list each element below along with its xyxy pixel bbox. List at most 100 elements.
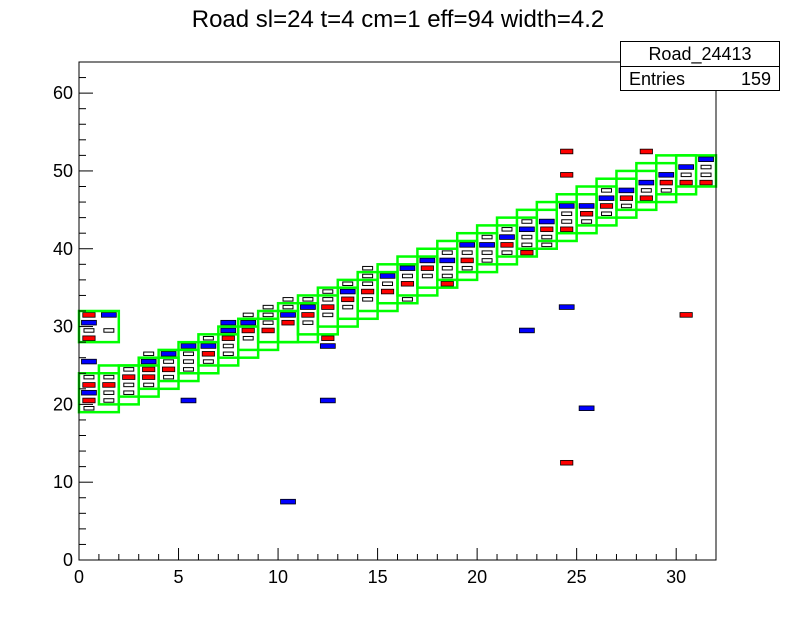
heatmap-bin-108 bbox=[519, 327, 535, 334]
y-tick-label-30: 30 bbox=[53, 317, 73, 337]
heatmap-bin-55 bbox=[280, 498, 296, 505]
heatmap-bin-96 bbox=[481, 250, 493, 255]
heatmap-bin-87 bbox=[441, 273, 453, 279]
heatmap-bin-17 bbox=[123, 382, 135, 388]
x-tick-label-15: 15 bbox=[368, 567, 388, 587]
heatmap-bin-136 bbox=[660, 188, 672, 193]
heatmap-bin-81 bbox=[401, 273, 413, 279]
heatmap-bin-42 bbox=[220, 319, 237, 326]
heatmap-bin-77 bbox=[382, 281, 394, 287]
heatmap-bin-52 bbox=[280, 312, 296, 318]
heatmap-bin-132 bbox=[639, 195, 653, 201]
heatmap-bin-110 bbox=[541, 234, 553, 240]
heatmap-bin-40 bbox=[221, 335, 235, 341]
y-tick-label-10: 10 bbox=[53, 472, 73, 492]
heatmap-bin-112 bbox=[538, 218, 555, 225]
heatmap-bin-85 bbox=[419, 257, 436, 264]
heatmap-bin-11 bbox=[103, 390, 115, 395]
heatmap-bin-119 bbox=[558, 304, 575, 310]
heatmap-bin-79 bbox=[401, 297, 413, 302]
heatmap-bin-22 bbox=[142, 366, 156, 373]
heatmap-bin-51 bbox=[281, 319, 295, 326]
heatmap-bin-72 bbox=[361, 288, 375, 295]
heatmap-bin-1 bbox=[82, 397, 96, 404]
heatmap-bin-127 bbox=[598, 195, 615, 201]
heatmap-bin-116 bbox=[558, 203, 575, 209]
heatmap-bin-135 bbox=[639, 148, 653, 155]
heatmap-bin-124 bbox=[578, 405, 595, 411]
heatmap-bin-94 bbox=[459, 242, 476, 248]
heatmap-bin-123 bbox=[578, 203, 595, 209]
heatmap-bin-29 bbox=[183, 367, 194, 372]
heatmap-bin-117 bbox=[560, 148, 574, 155]
heatmap-bin-18 bbox=[122, 374, 136, 380]
heatmap-bin-146 bbox=[698, 156, 714, 162]
heatmap-bin-60 bbox=[322, 312, 334, 318]
heatmap-bin-109 bbox=[541, 242, 553, 248]
heatmap-bin-97 bbox=[479, 242, 495, 248]
heatmap-bin-8 bbox=[81, 319, 97, 326]
heatmap-bin-91 bbox=[461, 265, 473, 271]
heatmap-bin-46 bbox=[242, 312, 254, 318]
heatmap-bin-78 bbox=[379, 273, 396, 279]
x-tick-label-5: 5 bbox=[174, 567, 184, 587]
heatmap-bin-115 bbox=[561, 211, 573, 216]
heatmap-bin-26 bbox=[162, 366, 176, 373]
x-tick-label-30: 30 bbox=[666, 567, 686, 587]
stats-entries-label: Entries bbox=[629, 69, 686, 89]
y-tick-label-0: 0 bbox=[63, 550, 73, 570]
x-tick-label-0: 0 bbox=[74, 567, 84, 587]
heatmap-bin-27 bbox=[163, 359, 175, 364]
heatmap-bin-82 bbox=[399, 265, 416, 271]
heatmap-bin-23 bbox=[140, 358, 157, 365]
heatmap-bin-4 bbox=[83, 374, 95, 380]
heatmap-bin-14 bbox=[103, 328, 115, 333]
heatmap-bin-74 bbox=[362, 273, 374, 279]
heatmap-bin-106 bbox=[519, 226, 535, 233]
heatmap-bin-59 bbox=[302, 297, 314, 302]
y-tick-label-60: 60 bbox=[53, 83, 73, 103]
heatmap-bin-16 bbox=[123, 390, 135, 395]
heatmap-bin-43 bbox=[242, 335, 254, 341]
heatmap-bin-34 bbox=[202, 359, 214, 364]
stats-entries-value: 159 bbox=[740, 69, 771, 89]
heatmap-bin-35 bbox=[201, 351, 215, 357]
heatmap-bin-86 bbox=[440, 281, 454, 287]
heatmap-bin-142 bbox=[679, 312, 693, 318]
heatmap-bin-25 bbox=[163, 374, 175, 380]
heatmap-bin-48 bbox=[262, 320, 274, 325]
heatmap-bin-75 bbox=[362, 265, 374, 271]
heatmap-bin-24 bbox=[143, 351, 155, 357]
heatmap-bin-66 bbox=[319, 397, 336, 404]
heatmap-bin-139 bbox=[679, 179, 693, 186]
heatmap-bin-111 bbox=[540, 226, 554, 233]
heatmap-bin-100 bbox=[500, 242, 514, 248]
heatmap-bin-103 bbox=[520, 249, 534, 256]
heatmap-bin-88 bbox=[441, 265, 453, 271]
heatmap-bin-61 bbox=[321, 304, 335, 310]
heatmap-bin-36 bbox=[200, 343, 217, 349]
stats-entries-row: Entries 159 bbox=[621, 67, 779, 91]
heatmap-bin-47 bbox=[261, 327, 275, 334]
heatmap-bin-122 bbox=[580, 210, 594, 217]
heatmap-bin-125 bbox=[601, 211, 612, 216]
heatmap-bin-45 bbox=[240, 319, 257, 326]
heatmap-bin-9 bbox=[82, 312, 96, 318]
heatmap-bin-2 bbox=[81, 389, 97, 396]
heatmap-bin-89 bbox=[439, 257, 456, 264]
heatmap-bin-138 bbox=[658, 172, 675, 178]
heatmap-bin-64 bbox=[321, 335, 335, 341]
heatmap-bin-58 bbox=[300, 304, 316, 310]
heatmap-bin-95 bbox=[481, 258, 493, 263]
heatmap-bin-113 bbox=[560, 226, 574, 233]
axis-layer: 0 5 10 15 20 25 30 0 10 20 30 40 50 60 bbox=[53, 61, 717, 587]
heatmap-bin-73 bbox=[362, 281, 374, 287]
heatmap-bin-50 bbox=[262, 304, 274, 310]
heatmap-bin-31 bbox=[183, 351, 194, 357]
heatmap-bin-20 bbox=[143, 382, 155, 388]
heatmap-bin-120 bbox=[560, 459, 574, 466]
heatmap-bin-90 bbox=[441, 250, 453, 255]
heatmap-bin-93 bbox=[461, 250, 473, 255]
heatmap-bin-7 bbox=[83, 328, 95, 333]
